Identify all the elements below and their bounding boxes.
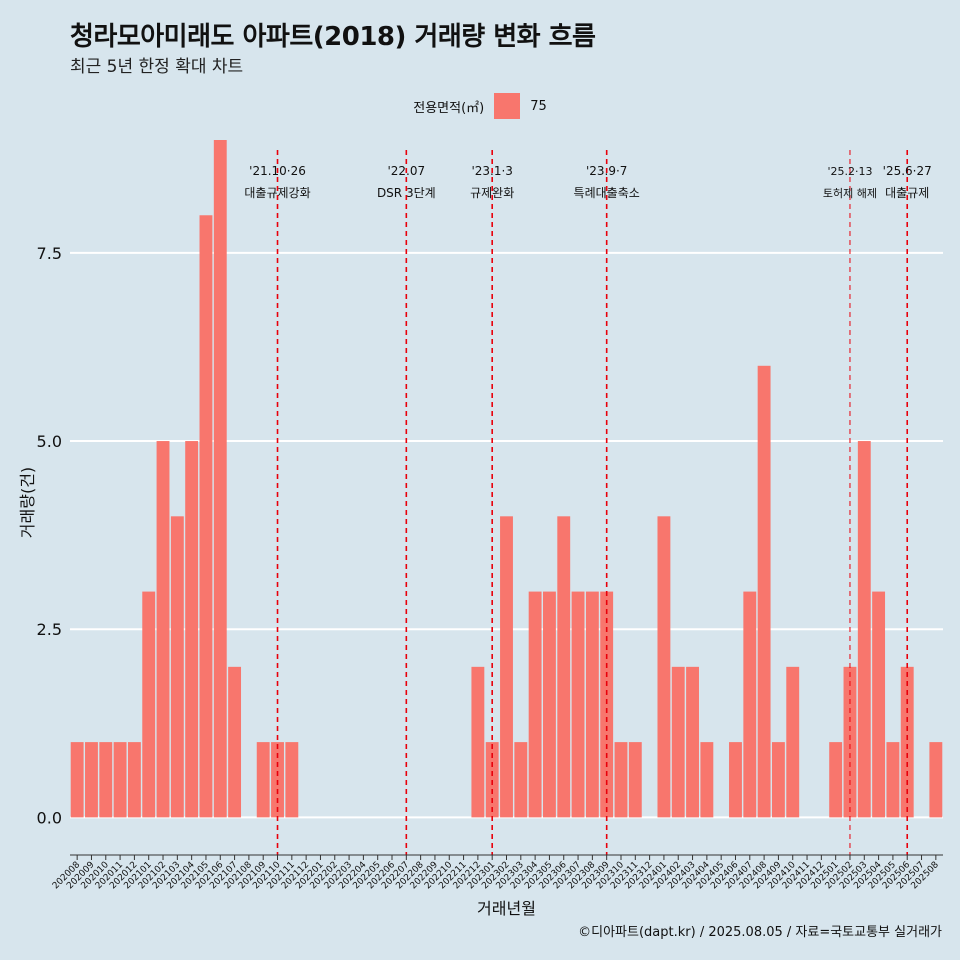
annotation-date: '22.07 <box>387 164 425 178</box>
bar <box>900 666 914 818</box>
annotation-label: 토허제 해제 <box>823 186 877 200</box>
x-axis: 2020082020092020102020112020122021012021… <box>51 854 943 891</box>
bar <box>228 666 242 818</box>
annotation-date: '21.10·26 <box>249 164 306 178</box>
bar <box>872 591 886 818</box>
bar <box>771 742 785 818</box>
bar <box>170 516 184 818</box>
y-tick-label: 2.5 <box>37 620 62 639</box>
bar <box>113 742 127 818</box>
annotation-date: '23.9·7 <box>586 164 627 178</box>
annotation-label: 규제완화 <box>470 186 514 200</box>
legend-item-label: 75 <box>530 98 547 114</box>
bar <box>142 591 156 818</box>
bar <box>886 742 900 818</box>
bar <box>729 742 742 818</box>
annotation-label: 특례대출축소 <box>574 186 640 200</box>
y-tick-label: 5.0 <box>37 432 62 451</box>
bar <box>70 742 84 818</box>
bar <box>485 742 499 818</box>
legend-swatch <box>494 93 521 119</box>
bar <box>600 591 614 818</box>
bar <box>99 742 113 818</box>
bar <box>557 516 571 818</box>
legend-title: 전용면적(㎡) <box>413 100 485 116</box>
y-axis: 0.0 2.5 5.0 7.5 <box>37 244 62 827</box>
bar <box>271 742 284 818</box>
annotation-date: '25.2·13 <box>827 165 872 178</box>
bar <box>829 742 843 818</box>
bar <box>500 516 513 818</box>
bar <box>686 666 699 818</box>
bar <box>671 666 685 818</box>
bar <box>657 516 671 818</box>
chart-subtitle: 최근 5년 한정 확대 차트 <box>70 57 244 77</box>
bar <box>127 742 141 818</box>
bar <box>85 742 98 818</box>
bar <box>185 441 199 818</box>
bar <box>843 666 857 818</box>
bars <box>70 140 943 818</box>
chart-title: 청라모아미래도 아파트(2018) 거래량 변화 흐름 <box>70 22 596 52</box>
annotation-label: DSR 3단계 <box>377 186 436 200</box>
bar <box>628 742 642 818</box>
bar <box>786 666 800 818</box>
x-axis-title: 거래년월 <box>477 899 536 918</box>
bar <box>614 742 628 818</box>
annotation-date: '23.1·3 <box>471 164 512 178</box>
y-axis-title: 거래량(건) <box>18 467 37 538</box>
bar <box>700 742 714 818</box>
annotation-lines <box>276 150 909 855</box>
bar <box>199 215 213 818</box>
bar <box>585 591 599 818</box>
bar <box>857 441 871 818</box>
bar <box>256 742 270 818</box>
bar <box>213 140 227 818</box>
annotation-label: 대출규제강화 <box>244 186 310 200</box>
annotation-labels: '21.10·26 대출규제강화 '22.07 DSR 3단계 '23.1·3 규제완화 '… <box>244 164 931 200</box>
bar <box>471 666 485 818</box>
source-caption: ©디아파트(dapt.kr) / 2025.08.05 / 자료=국토교통부 실… <box>578 925 942 940</box>
legend: 전용면적(㎡) 75 <box>0 93 960 119</box>
bar <box>757 365 771 818</box>
bar <box>285 742 299 818</box>
y-tick-label: 7.5 <box>37 244 62 263</box>
bar <box>542 591 556 818</box>
annotation-label: 대출규제 <box>885 186 929 200</box>
bar <box>929 742 943 818</box>
bar <box>156 441 170 818</box>
bar <box>528 591 542 818</box>
bar <box>743 591 757 818</box>
y-tick-label: 0.0 <box>37 808 62 827</box>
bar <box>571 591 585 818</box>
bar <box>514 742 528 818</box>
annotation-date: '25.6·27 <box>883 164 932 178</box>
